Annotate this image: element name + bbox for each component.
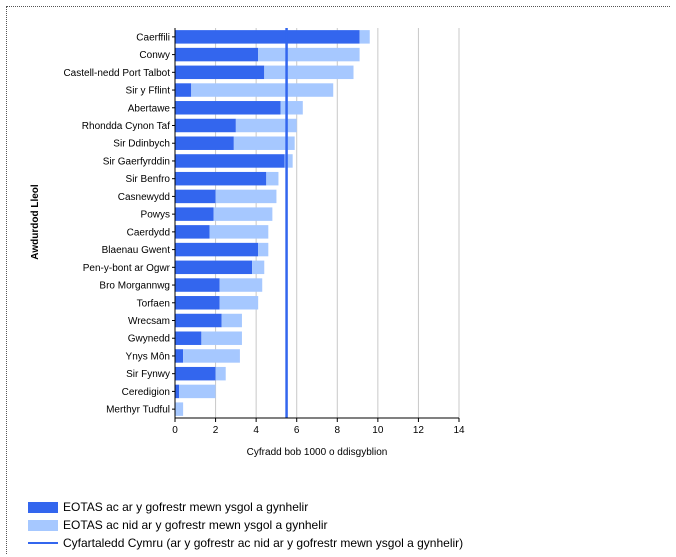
category-label: Pen-y-bont ar Ogwr [83, 263, 171, 274]
category-label: Caerffili [136, 32, 170, 43]
y-axis-title: Awdurdod Lleol [30, 184, 41, 260]
bar-segment-not-registered [284, 154, 293, 168]
bar-segment-not-registered [215, 366, 226, 381]
bar-segment-registered [175, 101, 281, 115]
bar-segment-registered [175, 207, 214, 221]
bar-segment-not-registered [252, 260, 265, 275]
x-tick-label: 6 [294, 425, 300, 436]
category-labels: Caerffili Conwy Castell-nedd Port Talbot Si… [63, 32, 170, 415]
legend-label: Cyfartaledd Cymru (ar y gofrestr ac nid … [63, 536, 464, 550]
category-label: Casnewydd [118, 192, 170, 203]
category-label: Caerdydd [127, 227, 170, 238]
bar-segment-not-registered [219, 278, 263, 292]
bar-segment-registered [175, 65, 265, 80]
bar-segment-registered [175, 296, 220, 310]
category-label: Wrecsam [128, 316, 170, 327]
axes [172, 28, 460, 422]
gridlines [215, 28, 460, 418]
legend-swatch-eotas-not-registered [28, 519, 58, 531]
bar-segment-not-registered [266, 171, 279, 186]
bar-segment-not-registered [209, 225, 269, 239]
legend-swatch-wales-average [28, 538, 58, 549]
bar-segment-not-registered [359, 30, 370, 44]
category-label: Ynys Môn [126, 351, 170, 362]
chart-frame [6, 6, 670, 554]
legend-label: EOTAS ac nid ar y gofrestr mewn ysgol a … [63, 518, 328, 532]
legend-item: Cyfartaledd Cymru (ar y gofrestr ac nid … [28, 534, 463, 552]
bar-segment-not-registered [221, 313, 242, 328]
x-tick-labels: 0 2 4 6 8 10 12 14 [172, 425, 465, 436]
bar-segment-registered [175, 47, 259, 62]
bar-segment-registered [175, 225, 210, 239]
x-tick-label: 2 [213, 425, 219, 436]
category-label: Sir Benfro [126, 174, 171, 185]
bar-segment-registered [175, 384, 180, 399]
category-label: Sir y Fflint [126, 86, 171, 97]
bar-segment-not-registered [235, 118, 297, 133]
bar-segment-registered [175, 331, 202, 345]
bar-segment-registered [175, 154, 285, 168]
bar-segment-not-registered [258, 47, 360, 62]
bar-segment-registered [175, 260, 253, 275]
bar-segment-registered [175, 278, 220, 292]
bar-segment-not-registered [215, 189, 277, 204]
bar-segment-registered [175, 171, 267, 186]
x-tick-label: 8 [335, 425, 341, 436]
legend-label: EOTAS ac ar y gofrestr mewn ysgol a gynh… [63, 500, 309, 514]
bar-segment-not-registered [233, 136, 295, 150]
x-axis-title: Cyfradd bob 1000 o ddisgyblion [247, 447, 388, 458]
category-label: Sir Ddinbych [113, 139, 170, 150]
category-label: Rhondda Cynon Taf [82, 121, 170, 132]
category-label: Merthyr Tudful [106, 405, 170, 416]
category-label: Gwynedd [128, 334, 170, 345]
bars [175, 30, 370, 416]
category-label: Sir Fynwy [126, 369, 170, 380]
category-label: Torfaen [137, 298, 170, 309]
category-label: Bro Morgannwg [99, 281, 170, 292]
legend: EOTAS ac ar y gofrestr mewn ysgol a gynh… [28, 498, 463, 552]
category-label: Conwy [139, 50, 170, 61]
bar-segment-registered [175, 30, 360, 44]
bar-segment-registered [175, 313, 222, 328]
x-tick-label: 4 [253, 425, 259, 436]
category-label: Castell-nedd Port Talbot [63, 68, 170, 79]
category-label: Powys [141, 210, 170, 221]
bar-segment-registered [175, 189, 216, 204]
bar-segment-not-registered [179, 384, 216, 399]
legend-item: EOTAS ac ar y gofrestr mewn ysgol a gynh… [28, 498, 463, 516]
bar-segment-not-registered [191, 83, 334, 97]
bar-segment-registered [175, 242, 259, 257]
legend-item: EOTAS ac nid ar y gofrestr mewn ysgol a … [28, 516, 463, 534]
bar-segment-not-registered [219, 296, 259, 310]
bar-segment-not-registered [258, 242, 269, 257]
x-tick-label: 14 [453, 425, 465, 436]
bar-segment-not-registered [264, 65, 354, 80]
bar-segment-registered [175, 366, 216, 381]
bar-segment-not-registered [280, 101, 303, 115]
x-tick-label: 12 [413, 425, 425, 436]
category-label: Blaenau Gwent [102, 245, 171, 256]
bar-segment-registered [175, 83, 192, 97]
category-label: Sir Gaerfyrddin [103, 156, 170, 167]
bar-segment-registered [175, 136, 234, 150]
bar-segment-not-registered [175, 402, 184, 416]
bar-segment-registered [175, 118, 236, 133]
category-label: Ceredigion [122, 387, 170, 398]
bar-segment-not-registered [183, 349, 240, 363]
bar-segment-registered [175, 349, 184, 363]
bar-segment-not-registered [201, 331, 242, 345]
x-tick-label: 0 [172, 425, 178, 436]
bar-segment-not-registered [213, 207, 273, 221]
legend-swatch-eotas-registered [28, 501, 58, 513]
category-label: Abertawe [128, 103, 171, 114]
x-tick-label: 10 [372, 425, 384, 436]
